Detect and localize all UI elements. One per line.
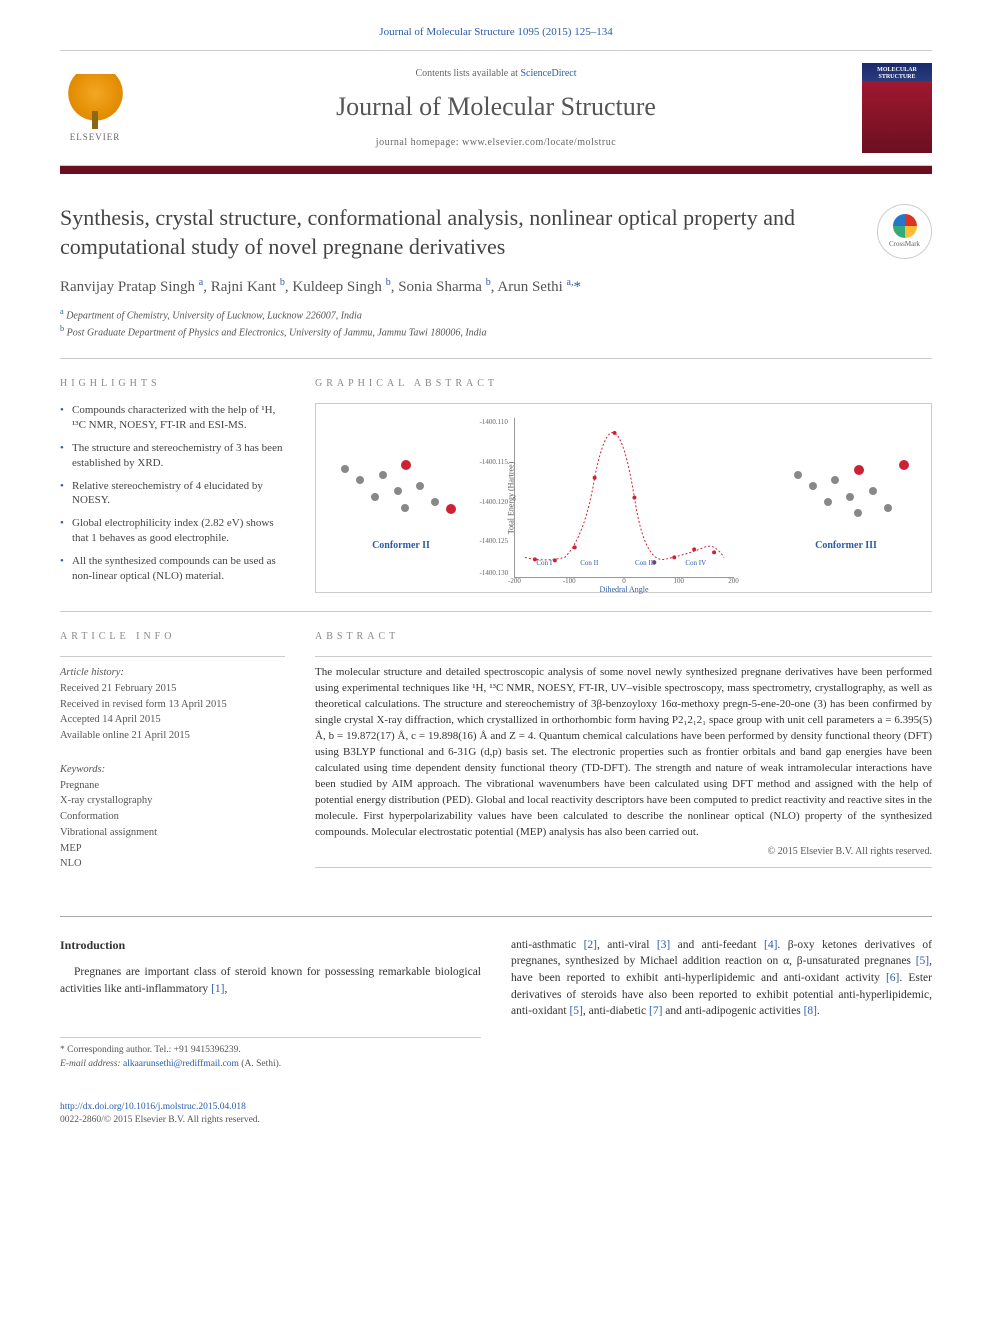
conf-label: Con II [580, 559, 598, 569]
ytick: -1400.115 [480, 458, 508, 468]
issn-copyright: 0022-2860/© 2015 Elsevier B.V. All right… [60, 1115, 260, 1125]
keyword: X-ray crystallography [60, 793, 285, 809]
affiliation-a: a Department of Chemistry, University of… [60, 306, 932, 323]
ytick: -1400.110 [480, 418, 508, 428]
graphical-abstract-figure: Conformer II Total Energy (Hartree) Dihe… [315, 403, 932, 593]
sciencedirect-link[interactable]: ScienceDirect [520, 68, 576, 79]
intro-paragraph-right: anti-asthmatic [2], anti-viral [3] and a… [511, 937, 932, 1020]
email-link[interactable]: alkaarunsethi@rediffmail.com [123, 1059, 239, 1069]
xtick: -100 [563, 577, 576, 587]
conf-label: Con III [635, 559, 655, 569]
divider [60, 358, 932, 359]
conformer-label-right: Conformer III [815, 539, 877, 553]
cover-text: MOLECULAR STRUCTURE [862, 67, 932, 80]
conformer-label-left: Conformer II [372, 539, 430, 553]
keyword: Vibrational assignment [60, 825, 285, 841]
ref-link[interactable]: [8] [804, 1005, 817, 1017]
ytick: -1400.120 [480, 498, 509, 508]
ytick: -1400.125 [480, 537, 509, 547]
corresponding-footer: * Corresponding author. Tel.: +91 941539… [60, 1037, 481, 1071]
divider [60, 611, 932, 612]
ytick: -1400.130 [480, 569, 509, 579]
history-item: Received in revised form 13 April 2015 [60, 697, 285, 713]
ref-link[interactable]: [4] [764, 939, 777, 951]
highlight-item: The structure and stereochemistry of 3 h… [60, 441, 285, 471]
separator-bar [60, 166, 932, 174]
journal-cover-thumbnail: MOLECULAR STRUCTURE [862, 63, 932, 153]
journal-name: Journal of Molecular Structure [150, 89, 842, 125]
body-column-right: anti-asthmatic [2], anti-viral [3] and a… [511, 937, 932, 1071]
elsevier-logo: ELSEVIER [60, 68, 130, 148]
ref-link[interactable]: [5] [916, 955, 929, 967]
full-divider [60, 916, 932, 917]
contents-line: Contents lists available at ScienceDirec… [150, 67, 842, 81]
article-history: Article history: Received 21 February 20… [60, 665, 285, 744]
elsevier-tree-icon [68, 74, 123, 129]
highlight-item: Relative stereochemistry of 4 elucidated… [60, 479, 285, 509]
body-column-left: Introduction Pregnanes are important cla… [60, 937, 481, 1071]
affiliation-b: b Post Graduate Department of Physics an… [60, 323, 932, 340]
highlight-item: Compounds characterized with the help of… [60, 403, 285, 433]
masthead-center: Contents lists available at ScienceDirec… [150, 67, 842, 149]
xtick: 200 [728, 577, 739, 587]
homepage-url[interactable]: www.elsevier.com/locate/molstruc [462, 137, 616, 148]
graphical-abstract-heading: GRAPHICAL ABSTRACT [315, 377, 932, 391]
title-row: Synthesis, crystal structure, conformati… [60, 204, 932, 261]
copyright-line: © 2015 Elsevier B.V. All rights reserved… [315, 845, 932, 859]
article-title: Synthesis, crystal structure, conformati… [60, 204, 857, 261]
authors-line: Ranvijay Pratap Singh a, Rajni Kant b, K… [60, 276, 932, 298]
ref-link[interactable]: [6] [886, 972, 899, 984]
xtick: 0 [622, 577, 626, 587]
abstract-divider [315, 656, 932, 657]
running-header: Journal of Molecular Structure 1095 (201… [0, 0, 992, 50]
corr-tel: * Corresponding author. Tel.: +91 941539… [60, 1044, 481, 1057]
ref-link[interactable]: [2] [584, 939, 597, 951]
doi-link[interactable]: http://dx.doi.org/10.1016/j.molstruc.201… [60, 1102, 246, 1112]
xtick: 100 [674, 577, 685, 587]
ref-link[interactable]: [3] [657, 939, 670, 951]
abstract-heading: ABSTRACT [315, 630, 932, 644]
ref-link[interactable]: [7] [649, 1005, 662, 1017]
energy-plot: Total Energy (Hartree) Dihedral Angle -1… [514, 418, 734, 578]
introduction-heading: Introduction [60, 937, 481, 954]
contents-prefix: Contents lists available at [415, 68, 520, 79]
keywords-block: Keywords: Pregnane X-ray crystallography… [60, 762, 285, 872]
keyword: NLO [60, 856, 285, 872]
history-item: Received 21 February 2015 [60, 681, 285, 697]
ref-link[interactable]: [1] [211, 983, 224, 995]
article-info-heading: ARTICLE INFO [60, 630, 285, 644]
conf-label: Con I [536, 559, 552, 569]
keywords-label: Keywords: [60, 762, 285, 778]
xtick: -200 [508, 577, 521, 587]
corr-email-line: E-mail address: alkaarunsethi@rediffmail… [60, 1058, 481, 1071]
keyword: Conformation [60, 809, 285, 825]
keyword: Pregnane [60, 778, 285, 794]
crossmark-icon [893, 214, 917, 238]
info-divider [60, 656, 285, 657]
crossmark-label: CrossMark [889, 240, 920, 250]
history-item: Available online 21 April 2015 [60, 728, 285, 744]
highlights-list: Compounds characterized with the help of… [60, 403, 285, 583]
masthead: ELSEVIER Contents lists available at Sci… [60, 50, 932, 166]
abstract-divider-bottom [315, 867, 932, 868]
elsevier-label: ELSEVIER [70, 131, 121, 144]
keyword: MEP [60, 841, 285, 857]
affiliations: a Department of Chemistry, University of… [60, 306, 932, 341]
doi-footer: http://dx.doi.org/10.1016/j.molstruc.201… [0, 1091, 992, 1158]
history-item: Accepted 14 April 2015 [60, 712, 285, 728]
history-label: Article history: [60, 665, 285, 681]
plot-curve [515, 418, 734, 577]
abstract-text: The molecular structure and detailed spe… [315, 665, 932, 840]
highlight-item: All the synthesized compounds can be use… [60, 554, 285, 584]
intro-paragraph-left: Pregnanes are important class of steroid… [60, 964, 481, 997]
molecule-conformer-2: Conformer II [326, 443, 476, 553]
molecule-conformer-3: Conformer III [771, 443, 921, 553]
homepage-prefix: journal homepage: [376, 137, 462, 148]
crossmark-badge[interactable]: CrossMark [877, 204, 932, 259]
journal-homepage: journal homepage: www.elsevier.com/locat… [150, 136, 842, 150]
conf-label: Con IV [685, 559, 706, 569]
highlights-heading: HIGHLIGHTS [60, 377, 285, 391]
highlight-item: Global electrophilicity index (2.82 eV) … [60, 516, 285, 546]
ref-link[interactable]: [5] [569, 1005, 582, 1017]
